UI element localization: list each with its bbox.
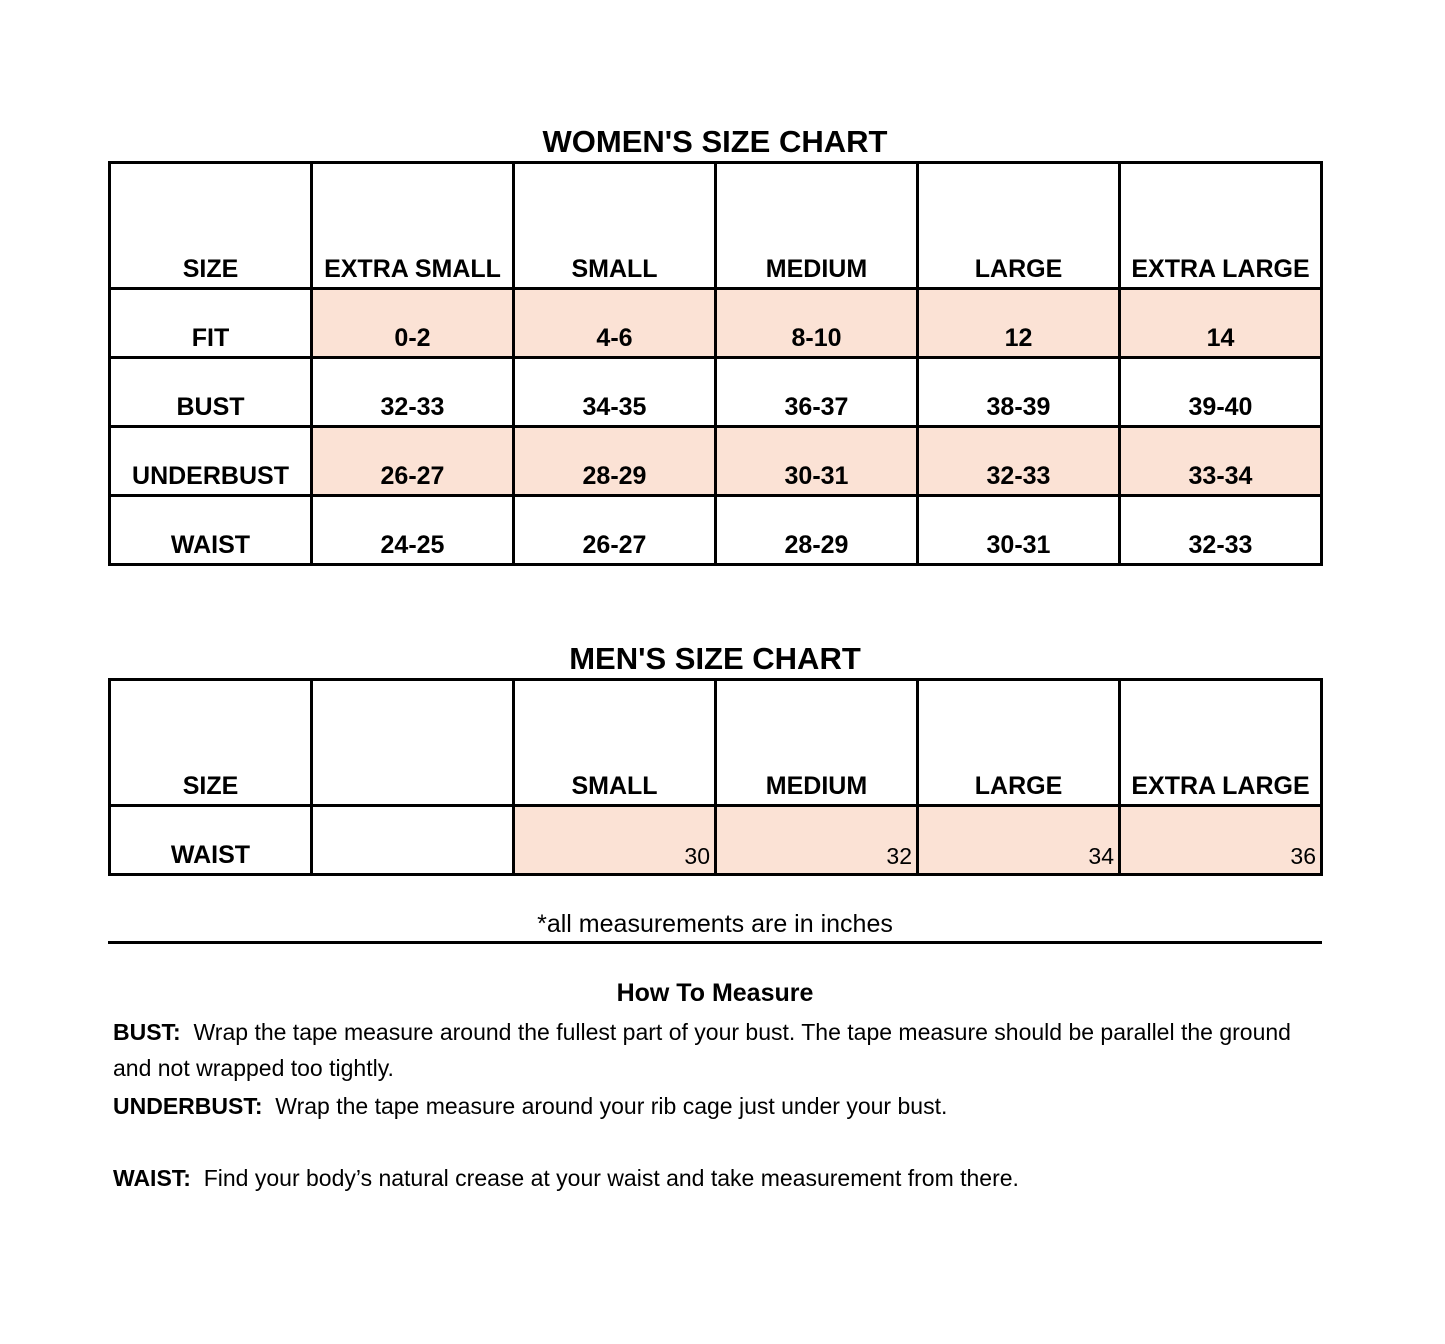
table-cell: 26-27 [512, 494, 717, 566]
table-cell: 32-33 [1118, 494, 1323, 566]
row-label: WAIST [108, 494, 313, 566]
divider [108, 941, 1322, 944]
item-text: Find your body’s natural crease at your … [203, 1165, 1019, 1191]
how-to-item-waist: WAIST: Find your body’s natural crease a… [113, 1160, 1323, 1196]
header-cell: SMALL [512, 678, 717, 807]
header-cell: SMALL [512, 161, 717, 290]
header-cell: LARGE [916, 161, 1121, 290]
header-cell: SIZE [108, 678, 313, 807]
table-cell: 38-39 [916, 356, 1121, 428]
item-label: UNDERBUST: [113, 1093, 263, 1119]
row-label: FIT [108, 287, 313, 359]
item-text: Wrap the tape measure around your rib ca… [275, 1093, 948, 1119]
table-row: WAIST 24-25 26-27 28-29 30-31 32-33 [108, 494, 1323, 566]
table-cell [310, 804, 515, 876]
how-to-item-bust: BUST: Wrap the tape measure around the f… [113, 1014, 1323, 1086]
table-cell: 12 [916, 287, 1121, 359]
item-text: Wrap the tape measure around the fullest… [113, 1019, 1291, 1081]
header-cell [310, 678, 515, 807]
table-cell: 28-29 [714, 494, 919, 566]
mens-chart-title: MEN'S SIZE CHART [569, 641, 861, 676]
header-cell: EXTRA LARGE [1118, 161, 1323, 290]
header-cell: EXTRA SMALL [310, 161, 515, 290]
table-row: UNDERBUST 26-27 28-29 30-31 32-33 33-34 [108, 425, 1323, 497]
table-cell: 32-33 [916, 425, 1121, 497]
row-label: WAIST [108, 804, 313, 876]
table-row: BUST 32-33 34-35 36-37 38-39 39-40 [108, 356, 1323, 428]
table-row: FIT 0-2 4-6 8-10 12 14 [108, 287, 1323, 359]
row-label: BUST [108, 356, 313, 428]
header-row: SIZE SMALL MEDIUM LARGE EXTRA LARGE [108, 678, 1323, 807]
table-cell: 24-25 [310, 494, 515, 566]
table-cell: 33-34 [1118, 425, 1323, 497]
table-cell: 30-31 [916, 494, 1121, 566]
measurement-note: *all measurements are in inches [537, 910, 893, 938]
table-cell: 34 [916, 804, 1121, 876]
table-cell: 14 [1118, 287, 1323, 359]
table-cell: 39-40 [1118, 356, 1323, 428]
table-cell: 26-27 [310, 425, 515, 497]
header-cell: LARGE [916, 678, 1121, 807]
table-cell: 4-6 [512, 287, 717, 359]
table-cell: 32-33 [310, 356, 515, 428]
mens-size-table: SIZE SMALL MEDIUM LARGE EXTRA LARGE WAIS… [108, 678, 1323, 876]
item-label: WAIST: [113, 1165, 191, 1191]
womens-chart-title: WOMEN'S SIZE CHART [542, 124, 888, 159]
table-cell: 28-29 [512, 425, 717, 497]
how-to-item-underbust: UNDERBUST: Wrap the tape measure around … [113, 1088, 1323, 1124]
row-label: UNDERBUST [108, 425, 313, 497]
table-cell: 30-31 [714, 425, 919, 497]
table-cell: 36 [1118, 804, 1323, 876]
womens-size-table: SIZE EXTRA SMALL SMALL MEDIUM LARGE EXTR… [108, 161, 1323, 566]
how-to-title: How To Measure [616, 979, 814, 1007]
table-cell: 8-10 [714, 287, 919, 359]
table-cell: 0-2 [310, 287, 515, 359]
header-cell: MEDIUM [714, 678, 919, 807]
table-row: WAIST 30 32 34 36 [108, 804, 1323, 876]
header-cell: SIZE [108, 161, 313, 290]
table-cell: 30 [512, 804, 717, 876]
header-row: SIZE EXTRA SMALL SMALL MEDIUM LARGE EXTR… [108, 161, 1323, 290]
table-cell: 34-35 [512, 356, 717, 428]
table-cell: 32 [714, 804, 919, 876]
header-cell: EXTRA LARGE [1118, 678, 1323, 807]
header-cell: MEDIUM [714, 161, 919, 290]
item-label: BUST: [113, 1019, 181, 1045]
table-cell: 36-37 [714, 356, 919, 428]
